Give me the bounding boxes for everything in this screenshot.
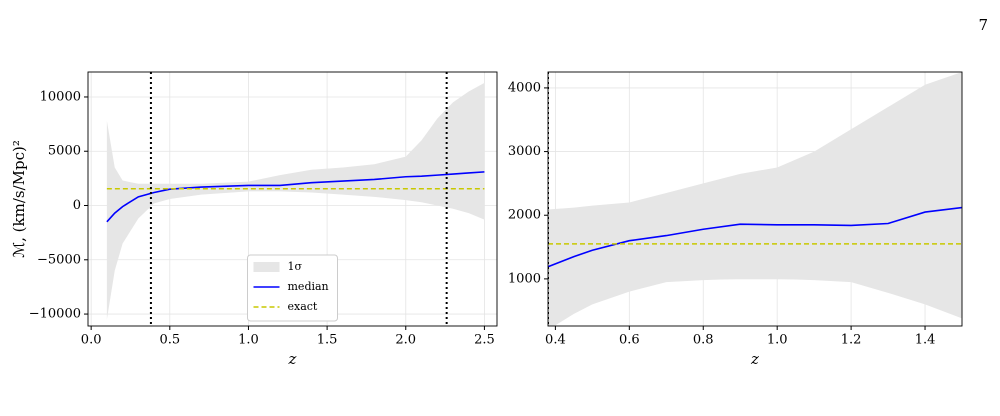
y-axis-label: ℳ, (km/s/Mpc)² [10, 140, 28, 258]
y-tick-label: 2000 [508, 208, 541, 223]
median-line [548, 206, 962, 268]
median-line [106, 171, 485, 223]
x-axis-label: z [750, 350, 759, 368]
y-tick-label: 10000 [40, 89, 81, 104]
x-axis-label: z [288, 350, 297, 368]
x-tick-label: 0.0 [81, 333, 102, 348]
y-tick-label: 0 [73, 198, 81, 213]
plot-area [548, 72, 962, 326]
y-tick-label: 3000 [508, 144, 541, 159]
legend-label: median [288, 280, 329, 293]
x-tick-label: 1.0 [238, 333, 259, 348]
sigma-band [548, 72, 962, 326]
y-tick-label: 1000 [508, 271, 541, 286]
x-tick-label: 1.5 [317, 333, 338, 348]
y-tick-label: 4000 [508, 80, 541, 95]
axes-frame [87, 71, 498, 327]
legend-swatch [253, 262, 280, 272]
x-tick-label: 1.2 [841, 333, 862, 348]
y-tick-label: −5000 [37, 252, 81, 267]
axes-frame [547, 71, 963, 327]
y-tick-label: 5000 [48, 144, 81, 159]
x-tick-label: 0.8 [693, 333, 714, 348]
x-tick-label: 0.4 [545, 333, 566, 348]
page-number: 7 [978, 16, 988, 34]
x-tick-label: 2.0 [395, 333, 416, 348]
x-tick-label: 0.6 [619, 333, 640, 348]
x-tick-label: 2.5 [474, 333, 495, 348]
x-tick-label: 1.4 [915, 333, 936, 348]
x-tick-label: 1.0 [767, 333, 788, 348]
legend-label: 1σ [288, 260, 303, 273]
y-tick-label: −10000 [29, 307, 81, 322]
legend-label: exact [288, 300, 318, 313]
x-tick-label: 0.5 [159, 333, 180, 348]
plot-area [88, 72, 497, 326]
